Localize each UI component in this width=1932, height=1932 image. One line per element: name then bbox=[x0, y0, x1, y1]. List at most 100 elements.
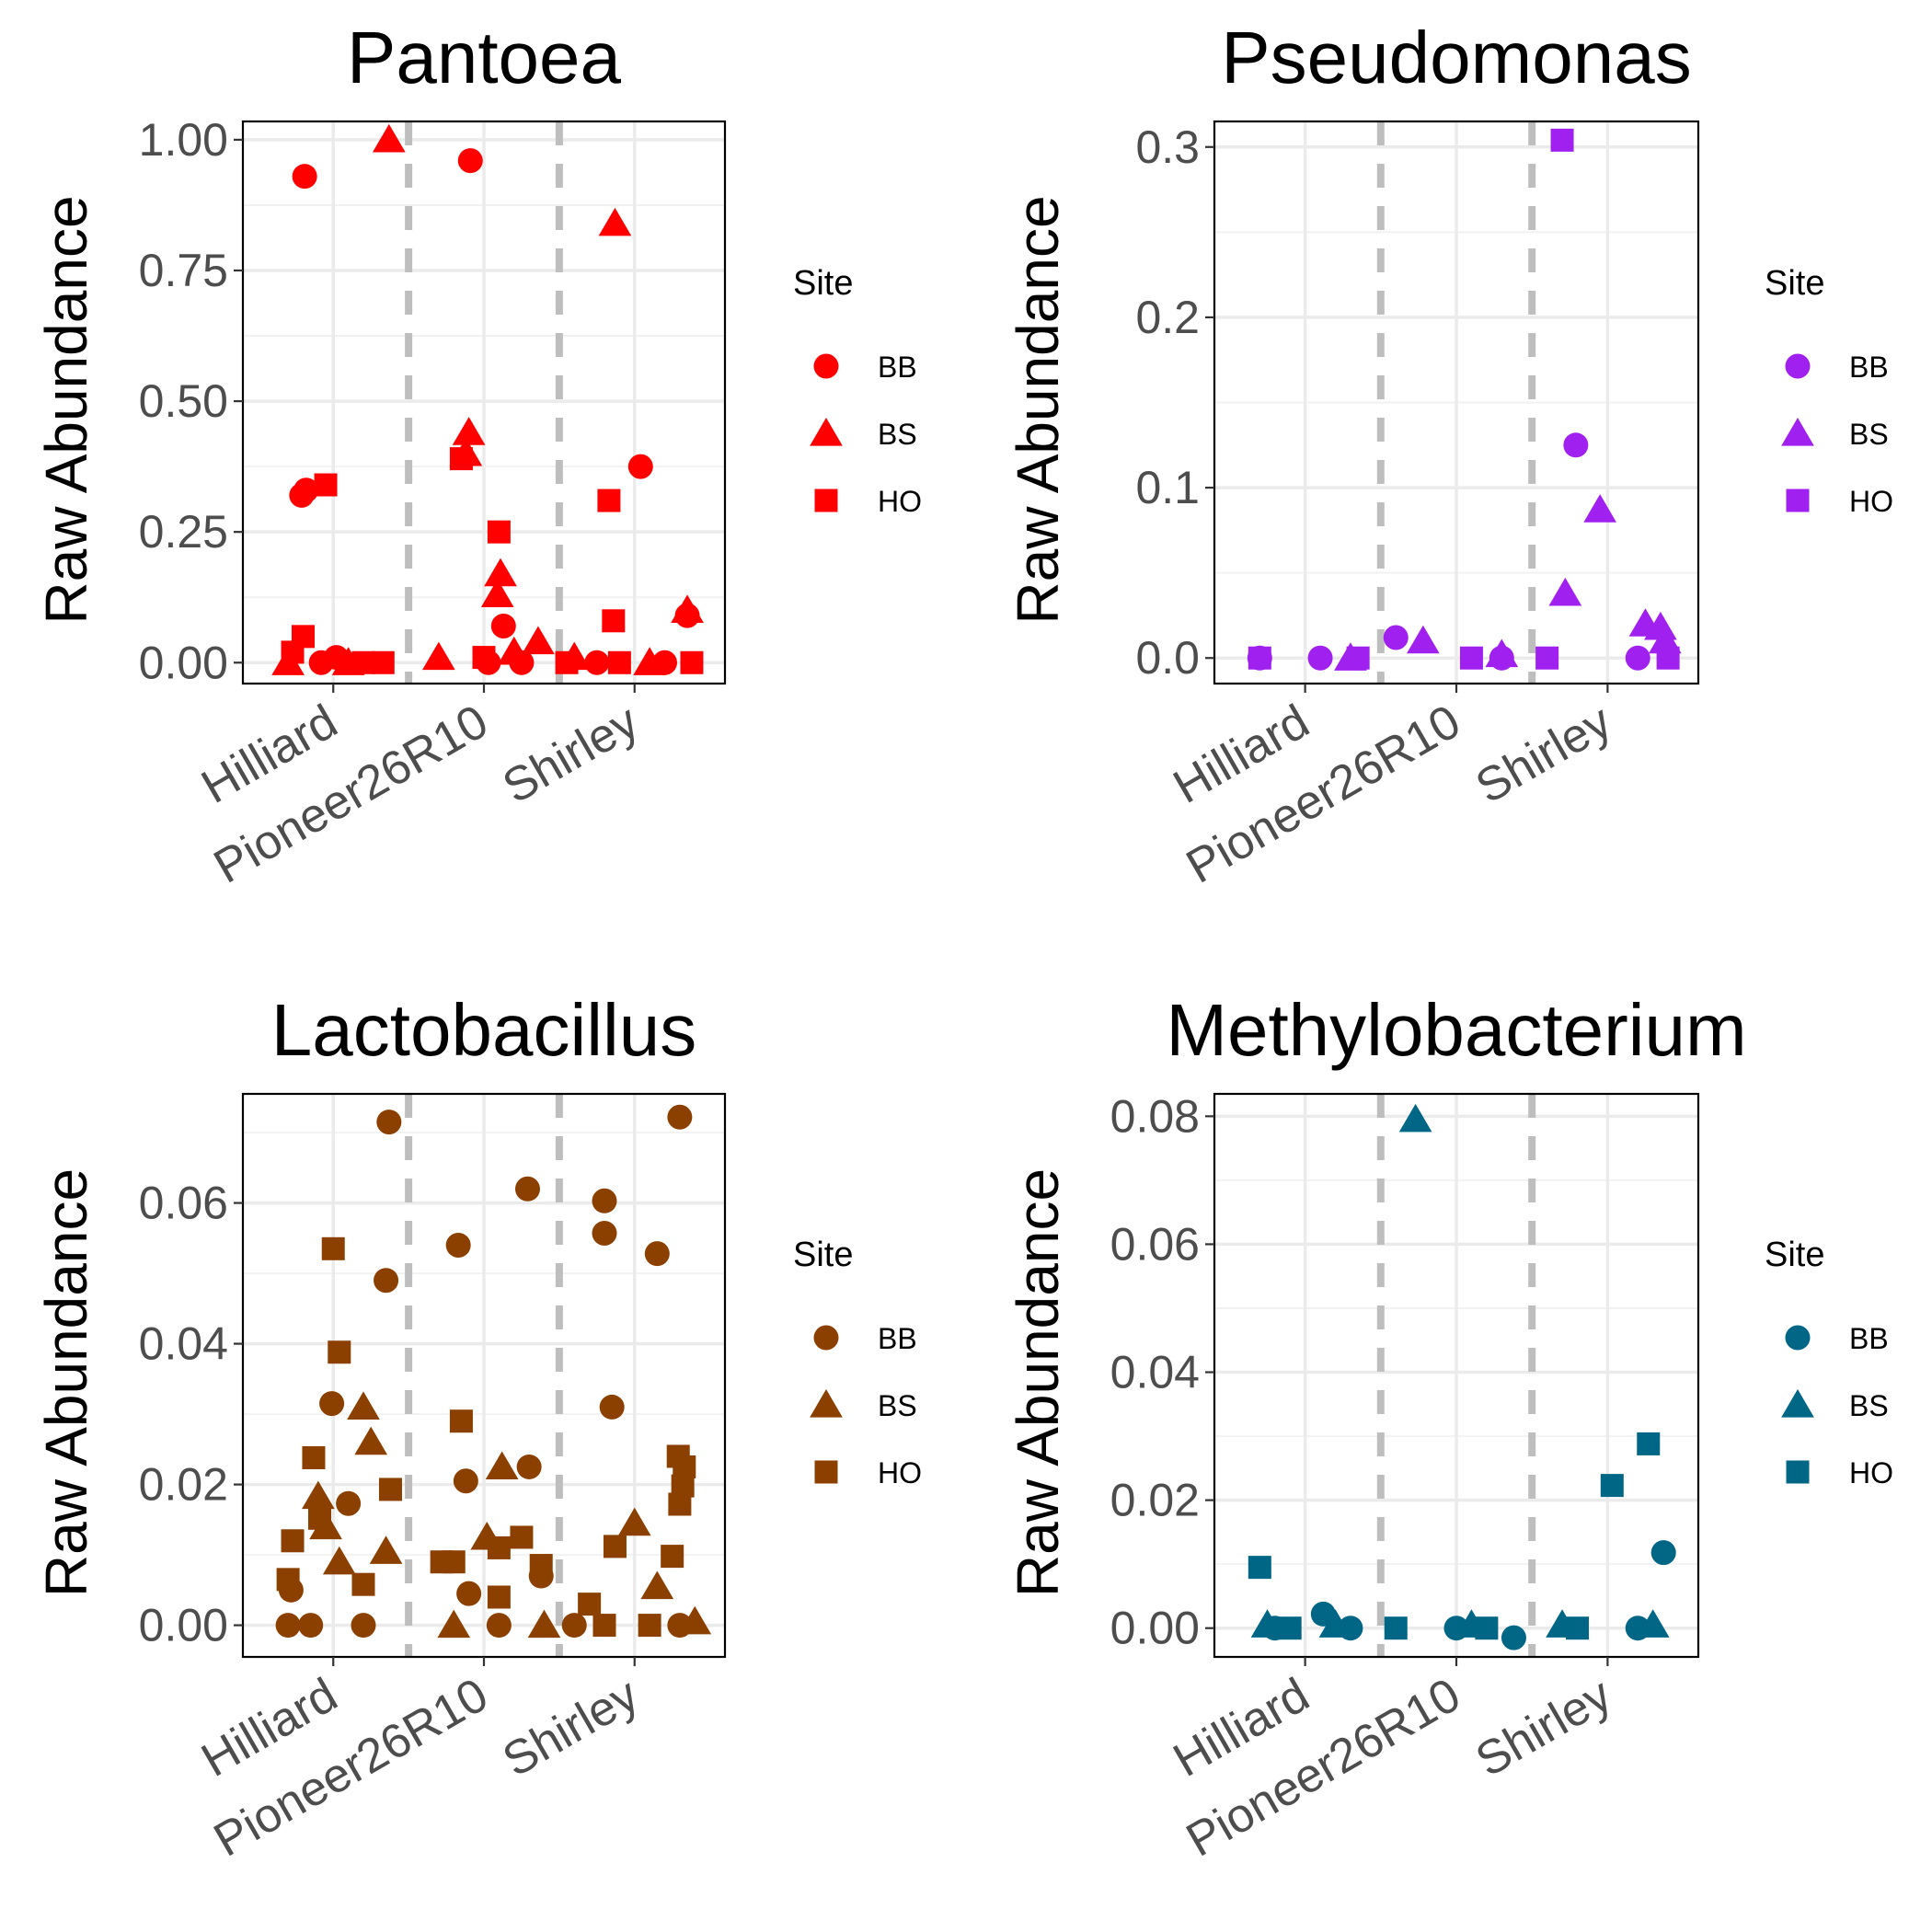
legend-key-ho bbox=[814, 1460, 838, 1484]
legend-label: BS bbox=[878, 1389, 917, 1422]
data-point-bs bbox=[1583, 494, 1617, 523]
data-point-bb bbox=[336, 1490, 362, 1516]
legend: Site BB BS HO bbox=[793, 1236, 922, 1489]
data-point-bb bbox=[1625, 645, 1650, 671]
data-point-bb bbox=[319, 1391, 345, 1417]
legend: Site BB BS HO bbox=[793, 264, 922, 518]
data-point-bs bbox=[322, 1546, 356, 1575]
data-point-bs bbox=[1318, 1609, 1352, 1638]
legend-key-ho bbox=[1786, 489, 1810, 512]
y-tick-label: 0.0 bbox=[1135, 632, 1200, 684]
legend-label: BS bbox=[1849, 418, 1889, 451]
data-point-bb bbox=[667, 1104, 693, 1130]
data-point-ho bbox=[1600, 1474, 1624, 1498]
data-point-bs bbox=[1398, 1103, 1432, 1133]
data-point-ho bbox=[1656, 646, 1680, 670]
x-tick-label: Shirley bbox=[494, 695, 648, 814]
data-point-bs bbox=[527, 1609, 561, 1639]
legend-label: HO bbox=[1849, 1456, 1893, 1489]
legend-title: Site bbox=[793, 264, 853, 303]
chart-title: Pantoea bbox=[347, 17, 622, 98]
y-tick-label: 0.06 bbox=[1110, 1218, 1200, 1270]
data-point-ho bbox=[472, 646, 496, 670]
legend-label: BS bbox=[878, 418, 917, 451]
data-point-bb bbox=[453, 1468, 478, 1494]
data-point-bs bbox=[452, 417, 486, 445]
data-point-bs bbox=[598, 207, 632, 236]
y-tick-label: 0.04 bbox=[1110, 1347, 1200, 1398]
data-point-ho bbox=[680, 650, 704, 674]
chart-panel-pantoea: 0.000.250.500.751.00HilliardPioneer26R10… bbox=[33, 17, 922, 894]
legend-key-bs bbox=[1781, 1389, 1814, 1418]
data-point-bs bbox=[617, 1507, 651, 1536]
x-tick-label: Shirley bbox=[1467, 1668, 1621, 1788]
data-point-bb bbox=[514, 1176, 540, 1202]
data-point-ho bbox=[351, 1572, 375, 1596]
data-point-bs bbox=[1648, 625, 1682, 654]
data-point-bb bbox=[1383, 625, 1409, 650]
data-point-bb bbox=[584, 650, 610, 675]
data-point-bb bbox=[592, 1188, 617, 1213]
data-point-bb bbox=[374, 1268, 399, 1294]
data-point-ho bbox=[529, 1554, 553, 1578]
data-point-bb bbox=[376, 1110, 402, 1135]
y-tick-label: 0.00 bbox=[1110, 1603, 1200, 1654]
data-point-ho bbox=[371, 650, 395, 674]
data-point-ho bbox=[1550, 128, 1574, 152]
data-point-bb bbox=[516, 1454, 542, 1479]
data-point-bs bbox=[485, 1451, 519, 1480]
data-point-bs bbox=[1548, 577, 1582, 606]
data-point-bs bbox=[1636, 1609, 1670, 1638]
y-tick-label: 1.00 bbox=[139, 114, 228, 166]
data-point-bs bbox=[1250, 1609, 1284, 1638]
data-point-ho bbox=[449, 447, 473, 471]
legend-key-bs bbox=[1781, 418, 1814, 446]
data-point-bb bbox=[627, 454, 653, 479]
y-tick-label: 0.00 bbox=[139, 1600, 228, 1651]
data-point-bs bbox=[437, 1609, 471, 1639]
legend-key-bb bbox=[1785, 1325, 1811, 1351]
data-point-ho bbox=[597, 489, 621, 512]
data-point-bs bbox=[1485, 638, 1519, 668]
data-point-bs bbox=[678, 1605, 712, 1635]
legend-label: HO bbox=[1849, 485, 1893, 518]
data-point-ho bbox=[276, 1568, 300, 1592]
legend-title: Site bbox=[793, 1236, 853, 1274]
data-point-bb bbox=[293, 477, 319, 503]
y-tick-label: 0.2 bbox=[1135, 292, 1200, 343]
legend-label: BS bbox=[1849, 1389, 1889, 1422]
data-point-ho bbox=[1535, 646, 1559, 670]
data-point-bs bbox=[640, 1570, 674, 1600]
data-point-bb bbox=[1501, 1625, 1526, 1650]
data-point-ho bbox=[1384, 1616, 1408, 1640]
data-point-ho bbox=[351, 650, 375, 674]
data-point-bs bbox=[671, 594, 704, 624]
data-point-ho bbox=[281, 640, 305, 664]
data-point-ho bbox=[555, 650, 579, 674]
data-point-bb bbox=[1650, 1540, 1676, 1566]
y-tick-label: 0.02 bbox=[139, 1459, 228, 1511]
data-point-bs bbox=[369, 1535, 403, 1564]
data-point-ho bbox=[1637, 1432, 1661, 1455]
y-tick-label: 0.1 bbox=[1135, 462, 1200, 513]
legend-label: BB bbox=[1849, 351, 1889, 384]
chart-panel-pseudomonas: 0.00.10.20.3HilliardPioneer26R10ShirleyP… bbox=[1005, 17, 1893, 894]
data-point-bs bbox=[497, 636, 531, 665]
data-point-ho bbox=[449, 1409, 473, 1433]
legend-key-bb bbox=[813, 1325, 839, 1351]
data-point-ho bbox=[430, 1550, 454, 1574]
y-axis-title: Raw Abundance bbox=[1005, 1168, 1071, 1597]
data-point-bb bbox=[1563, 432, 1589, 458]
y-tick-label: 0.02 bbox=[1110, 1475, 1200, 1526]
data-point-ho bbox=[328, 1340, 351, 1364]
data-point-ho bbox=[487, 1585, 511, 1609]
data-point-ho bbox=[1346, 646, 1370, 670]
data-point-bb bbox=[456, 1581, 482, 1606]
chart-title: Methylobacterium bbox=[1166, 989, 1746, 1071]
data-point-bs bbox=[422, 641, 455, 671]
data-point-bb bbox=[1307, 645, 1333, 671]
legend-key-bs bbox=[810, 1389, 843, 1418]
data-point-ho bbox=[1459, 646, 1483, 670]
data-point-bb bbox=[490, 613, 516, 638]
legend-title: Site bbox=[1765, 1236, 1824, 1274]
